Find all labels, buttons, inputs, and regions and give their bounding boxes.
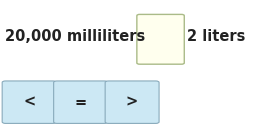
Text: 2 liters: 2 liters xyxy=(187,29,245,44)
Text: =: = xyxy=(75,95,87,110)
FancyBboxPatch shape xyxy=(54,81,108,123)
Text: <: < xyxy=(23,95,35,110)
Text: >: > xyxy=(126,95,138,110)
FancyBboxPatch shape xyxy=(105,81,159,123)
FancyBboxPatch shape xyxy=(2,81,56,123)
Text: 20,000 milliliters: 20,000 milliliters xyxy=(5,29,146,44)
FancyBboxPatch shape xyxy=(137,14,184,64)
